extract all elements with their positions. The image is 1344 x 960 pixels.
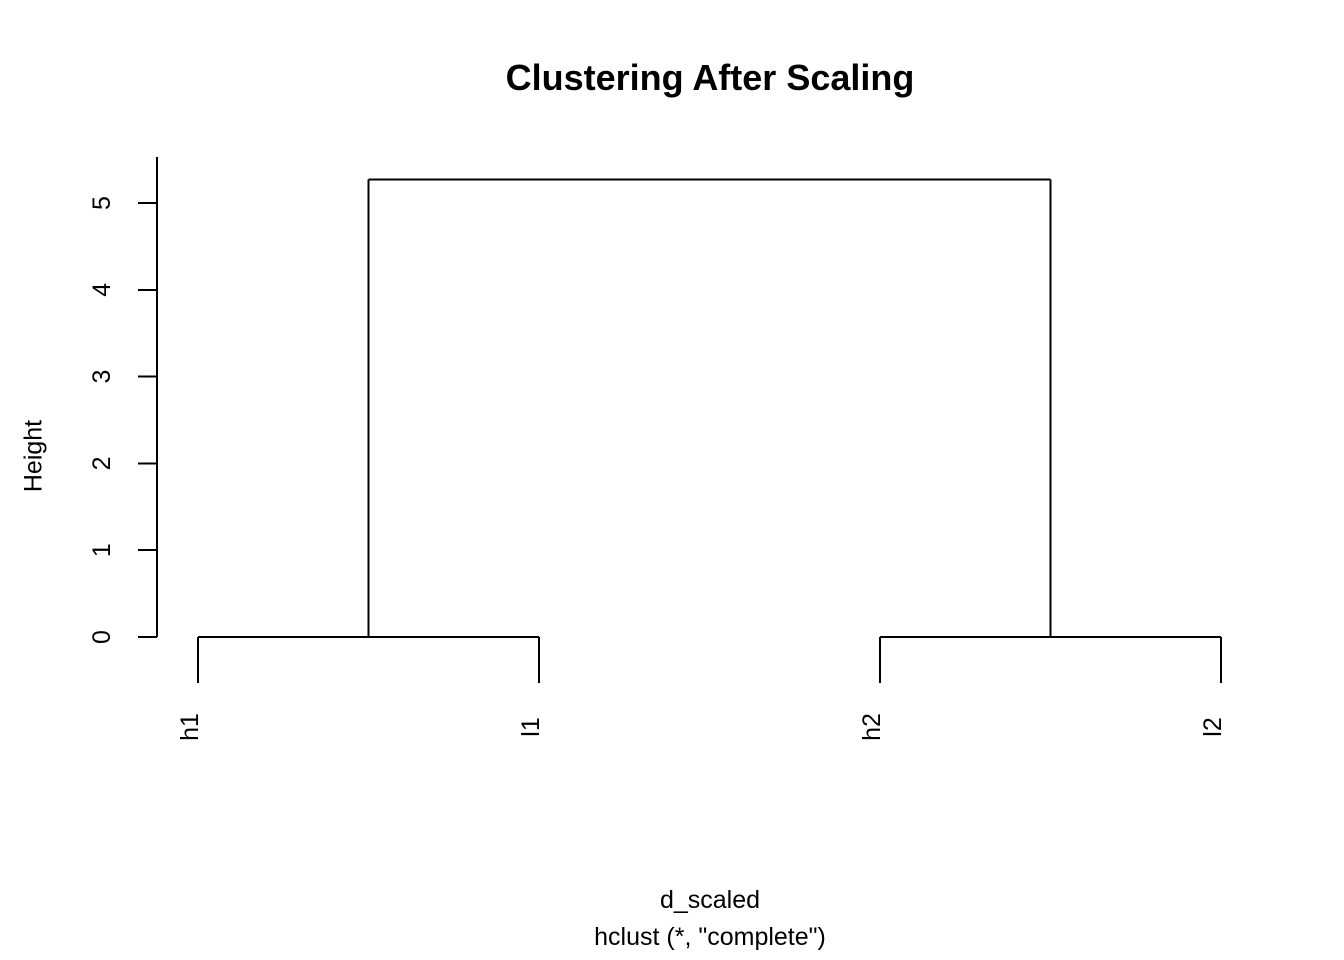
leaf-label: h2 (858, 713, 886, 741)
x-axis-caption-line1: d_scaled (659, 886, 761, 914)
chart-title: Clustering After Scaling (505, 57, 915, 98)
y-tick-label: 3 (88, 370, 116, 384)
y-tick-label: 1 (88, 543, 116, 557)
y-tick-label: 2 (88, 456, 116, 470)
y-tick-label: 5 (88, 196, 116, 210)
leaf-label: l1 (517, 717, 545, 736)
leaf-label: h1 (176, 713, 204, 741)
leaf-label: l2 (1199, 717, 1227, 736)
y-tick-label: 4 (88, 283, 116, 297)
x-axis-caption-line2: hclust (*, "complete") (594, 923, 826, 951)
y-axis-title: Height (19, 419, 48, 493)
y-tick-label: 0 (88, 630, 116, 644)
